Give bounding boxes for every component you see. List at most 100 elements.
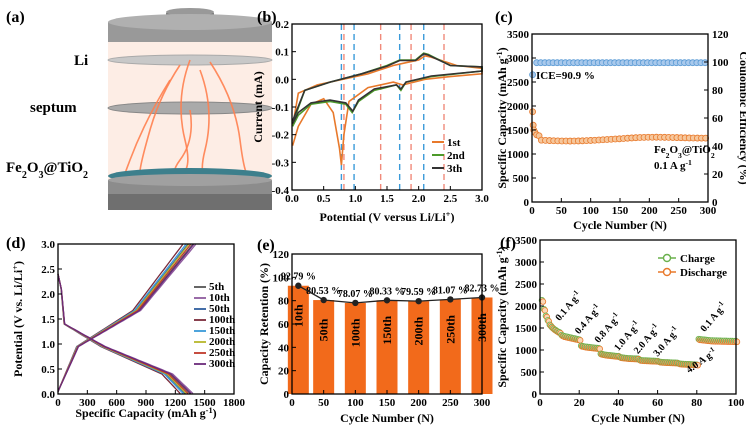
label-electrode: Fe2O3@TiO2 [6, 160, 88, 181]
rate-ytick-label: 1000 [515, 345, 538, 357]
retention-bar-category: 150th [380, 316, 394, 345]
rate-step-label-part: -1 [649, 321, 659, 331]
rate-step-label-part: -1 [707, 345, 717, 355]
cell-cap-top-face [166, 8, 214, 16]
material-annotation-part: 2 [666, 151, 670, 160]
rate-ylabel-part: Specific Capacity (mAh g [495, 257, 509, 387]
rate-ytick-label: 0 [532, 389, 538, 401]
cycling-ytick-label: 1000 [507, 149, 530, 161]
cycling-xtick-label: 150 [612, 205, 629, 217]
label-septum: septum [30, 100, 77, 116]
retention-xtick-label: 50 [318, 397, 330, 409]
gcd-legend-label: 200th [209, 336, 235, 348]
discharge-curve-100th [57, 273, 181, 394]
panel-label-e: (e) [257, 237, 275, 254]
gcd-legend-label: 100th [209, 314, 235, 326]
gcd-xlabel-part: Specific Capacity (mAh g [75, 406, 205, 420]
gcd-frame [57, 243, 235, 395]
cycling-ylabel-part: ) [495, 47, 509, 51]
gcd-ytick-label: 2.5 [41, 264, 55, 276]
capacity-point [702, 134, 710, 142]
panel-label-d: (d) [6, 235, 26, 252]
panel-label-a: (a) [6, 9, 25, 26]
rate-xtick-label: 0 [537, 397, 543, 409]
charge-curve-300th [57, 244, 195, 392]
label-electrode-part: O [27, 160, 39, 176]
gcd-xlabel-part: ) [213, 406, 217, 420]
rate-step-label-part: -1 [590, 301, 600, 311]
panel-b: (b) 0.0 0.5 1.0 1.5 2.0 2.5 3.0 -0.4 -0.3 -0.2 -0.1… [251, 9, 489, 224]
cv-ytick-label: 0.0 [275, 74, 289, 86]
panel-a: (a) Li septum Fe2O3@TiO2 [6, 8, 273, 210]
cv-ylabel: Current (mA) [251, 71, 265, 142]
gcd-ytick-label: 0.0 [41, 389, 55, 401]
rate-step-label-part: -1 [668, 324, 678, 334]
rate-discharge-point [541, 307, 549, 314]
cell-bottom [108, 194, 272, 210]
rate-legend-label: Charge [680, 253, 715, 265]
cell-base-face [108, 174, 272, 186]
rate-xtick-label: 100 [728, 397, 745, 409]
cycling-ylabel-part: Specific Capacity (mAh g [495, 58, 509, 188]
retention-ytick-label: 120 [273, 249, 290, 261]
retention-xtick-label: 250 [442, 397, 459, 409]
cell-lid-face [108, 14, 272, 30]
gcd-xtick-label: 300 [79, 397, 96, 409]
retention-value-label: 92.79 % [281, 272, 316, 283]
retention-xtick-label: 150 [379, 397, 396, 409]
panel-d: (d) 0 300 600 900 1200 1500 1800 0.0 0.5 1.0 1.5 2.0… [6, 235, 246, 420]
gcd-xlabel-part: -1 [206, 406, 213, 415]
cycling-ylabel-part: -1 [495, 51, 504, 58]
material-annotation-part: O [669, 144, 678, 156]
material-annotation-part: 2 [711, 151, 715, 160]
retention-ytick-label: 40 [278, 342, 290, 354]
retention-bar-10th [287, 285, 309, 394]
rate-ytick-label: 1500 [515, 323, 538, 335]
cv-xlabel-part: + [446, 210, 451, 219]
label-electrode-part: 2 [22, 170, 27, 181]
rate-step-label-part: -1 [570, 288, 580, 298]
cv-ytick-label: 0.1 [275, 47, 289, 59]
cycling-ylabel-right: Coulombic Efficiency (%) [737, 51, 746, 184]
dendrite [139, 64, 181, 173]
rate-frame [539, 239, 737, 395]
rate-step-label-part: -1 [629, 318, 639, 328]
cycling-ytick-label: 3500 [507, 29, 530, 41]
retention-point [295, 282, 302, 289]
label-electrode-part: 2 [83, 170, 88, 181]
retention-bar-category: 10th [291, 304, 305, 327]
cv-xtick-label: 0.5 [317, 193, 331, 205]
cycling-ytick-label: 0 [524, 197, 530, 209]
rate-step-label: 4.0 A g-1 [683, 345, 719, 376]
cv-xtick-label: 3.0 [475, 193, 489, 205]
retention-bar-250th [439, 299, 461, 394]
rate-ytick-label: 500 [521, 367, 538, 379]
retention-value-label: 80.53 % [306, 286, 341, 297]
rate-annotation-part: 0.1 A g [654, 160, 686, 172]
rate-xtick-label: 80 [691, 397, 703, 409]
label-electrode-part: @TiO [44, 160, 84, 176]
label-li: Li [74, 53, 88, 69]
retention-bar-category: 50th [317, 318, 331, 341]
panel-label-c: (c) [495, 9, 513, 26]
gcd-legend-label: 5th [209, 281, 224, 293]
rate-annotation-part: -1 [685, 158, 692, 167]
ice-annotation: ICE=90.9 % [536, 70, 595, 82]
gcd-legend-label: 50th [209, 303, 230, 315]
cycling-xtick-label: 50 [556, 205, 568, 217]
gcd-ytick-label: 1.5 [41, 314, 55, 326]
retention-point [383, 297, 391, 304]
cycling-xtick-label: 250 [670, 205, 687, 217]
cycling-ytick-right-label: 100 [712, 57, 729, 69]
cv-legend-label: 2nd [447, 150, 465, 162]
gcd-ytick-label: 0.5 [41, 364, 55, 376]
gcd-xtick-label: 0 [55, 397, 61, 409]
retention-point [352, 299, 359, 307]
retention-bar-category: 100th [348, 318, 362, 347]
rate-legend-marker [662, 253, 672, 263]
panel-label-b: (b) [257, 9, 277, 26]
charge-curve-100th [57, 244, 184, 392]
retention-ytick-label: 80 [278, 296, 290, 308]
cycling-ytick-right-label: 40 [712, 141, 724, 153]
gcd-xtick-label: 1800 [223, 397, 246, 409]
